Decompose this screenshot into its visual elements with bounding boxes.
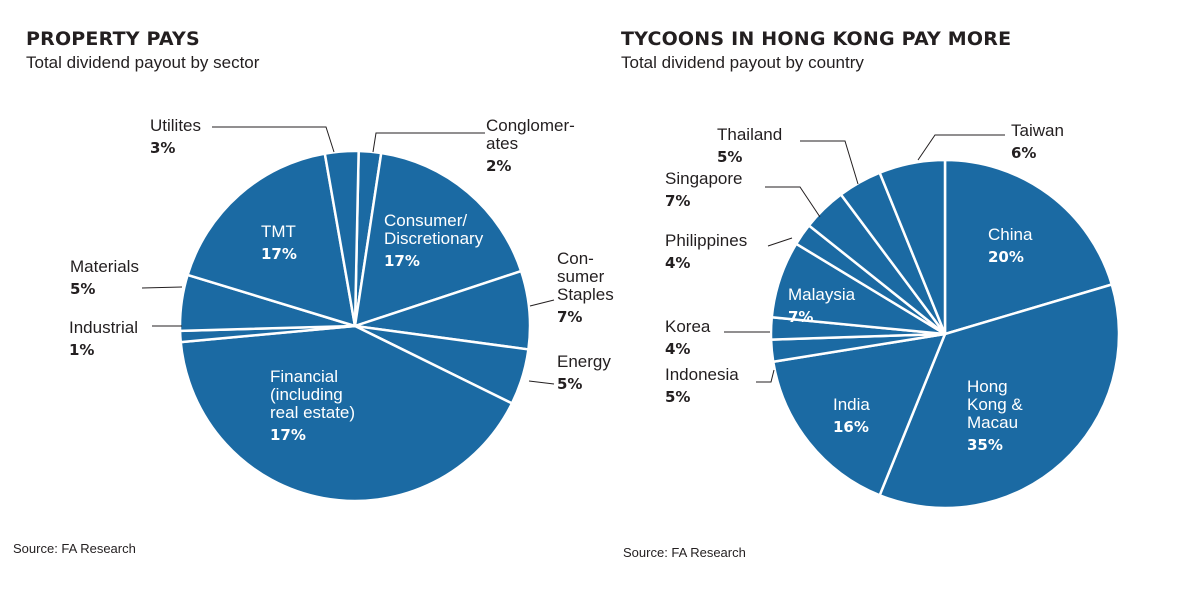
- slice-label-thailand: Thailand: [717, 125, 782, 144]
- chart-2-source: Source: FA Research: [623, 545, 746, 560]
- slice-label-conglomerates: Conglomer-: [486, 116, 575, 135]
- slice-label-materials: Materials: [70, 257, 139, 276]
- slice-pct-industrial: 1%: [69, 341, 94, 359]
- slice-pct-tmt: 17%: [261, 245, 297, 263]
- slice-label-consumer-staples: Staples: [557, 285, 614, 304]
- chart-1-subtitle: Total dividend payout by sector: [26, 53, 260, 72]
- slice-label-consumer-staples: sumer: [557, 267, 605, 286]
- slice-india: [771, 332, 947, 497]
- slice-label-singapore: Singapore: [665, 169, 743, 188]
- slice-pct-hong-kong-macau: 35%: [967, 436, 1003, 454]
- slice-pct-utilites: 3%: [150, 139, 175, 157]
- slice-label-financial-including-real-estate: Financial: [270, 367, 338, 386]
- slice-consumer-discretionary: [353, 151, 523, 328]
- slice-label-energy: Energy: [557, 352, 611, 371]
- slice-label-china: China: [988, 225, 1033, 244]
- chart-2-subtitle: Total dividend payout by country: [621, 53, 864, 72]
- leader-line-utilites: [212, 126, 335, 153]
- slice-china: [943, 158, 1114, 336]
- leader-line-singapore: [765, 186, 821, 218]
- slice-pct-singapore: 7%: [665, 192, 690, 210]
- slice-financial-including-real-estate: [179, 324, 514, 503]
- slice-label-tmt: TMT: [261, 222, 296, 241]
- slice-pct-conglomerates: 2%: [486, 157, 511, 175]
- chart-1-title: PROPERTY PAYS: [26, 28, 200, 50]
- slice-label-conglomerates: ates: [486, 134, 518, 153]
- slice-pct-india: 16%: [833, 418, 869, 436]
- slice-pct-financial-including-real-estate: 17%: [270, 426, 306, 444]
- slice-label-consumer-discretionary: Discretionary: [384, 229, 484, 248]
- slice-taiwan: [878, 158, 947, 336]
- slice-label-hong-kong-macau: Hong: [967, 377, 1008, 396]
- slice-hong-kong-macau: [878, 283, 1121, 510]
- slice-pct-energy: 5%: [557, 375, 582, 393]
- slice-pct-china: 20%: [988, 248, 1024, 266]
- slice-pct-materials: 5%: [70, 280, 95, 298]
- slice-label-hong-kong-macau: Kong &: [967, 395, 1023, 414]
- slice-label-korea: Korea: [665, 317, 711, 336]
- sector-pie-chart: Conglomer-ates 2% Consumer/Discretionary 17…: [69, 116, 614, 503]
- leader-line-energy: [528, 380, 555, 385]
- leader-line-conglomerates: [372, 132, 485, 153]
- slice-tmt: [186, 152, 357, 328]
- slice-pct-consumer-staples: 7%: [557, 308, 582, 326]
- slice-label-financial-including-real-estate: (including: [270, 385, 343, 404]
- slice-pct-consumer-discretionary: 17%: [384, 252, 420, 270]
- slice-label-philippines: Philippines: [665, 231, 747, 250]
- leader-line-taiwan: [917, 134, 1005, 161]
- slice-label-financial-including-real-estate: real estate): [270, 403, 355, 422]
- slice-label-consumer-discretionary: Consumer/: [384, 211, 467, 230]
- slice-label-consumer-staples: Con-: [557, 249, 594, 268]
- slice-utilites: [323, 149, 360, 328]
- slice-label-india: India: [833, 395, 870, 414]
- leader-line-materials: [141, 286, 183, 289]
- leader-line-consumer-staples: [529, 299, 555, 307]
- slice-label-industrial: Industrial: [69, 318, 138, 337]
- slice-pct-indonesia: 5%: [665, 388, 690, 406]
- chart-2-title: TYCOONS IN HONG KONG PAY MORE: [621, 28, 1012, 50]
- slice-pct-malaysia: 7%: [788, 308, 813, 326]
- slice-label-indonesia: Indonesia: [665, 365, 739, 384]
- slice-pct-korea: 4%: [665, 340, 690, 358]
- slice-label-taiwan: Taiwan: [1011, 121, 1064, 140]
- slice-label-hong-kong-macau: Macau: [967, 413, 1018, 432]
- leader-line-philippines: [767, 237, 793, 247]
- slice-pct-thailand: 5%: [717, 148, 742, 166]
- slice-pct-taiwan: 6%: [1011, 144, 1036, 162]
- chart-1-source: Source: FA Research: [13, 541, 136, 556]
- leader-line-thailand: [800, 140, 859, 185]
- slice-label-utilites: Utilites: [150, 116, 201, 135]
- leader-line-indonesia: [756, 369, 775, 383]
- slice-label-malaysia: Malaysia: [788, 285, 856, 304]
- slice-pct-philippines: 4%: [665, 254, 690, 272]
